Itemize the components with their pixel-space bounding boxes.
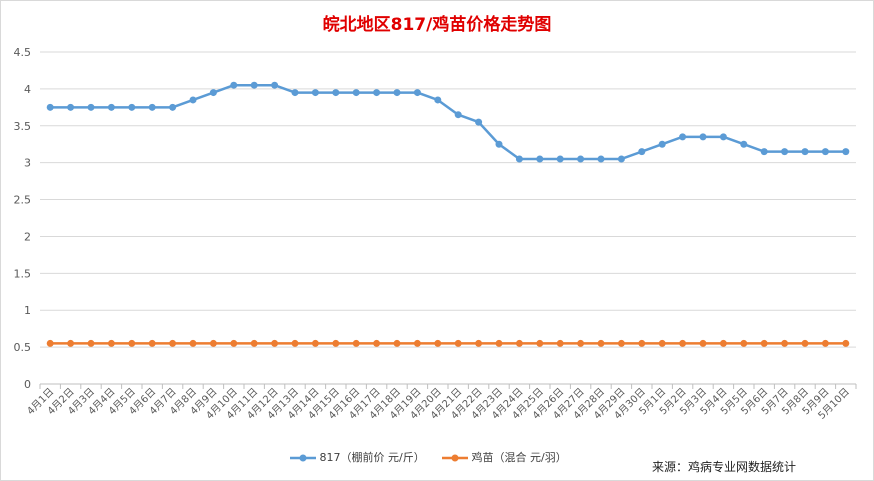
data-point bbox=[454, 339, 462, 347]
data-point bbox=[679, 339, 687, 347]
data-point bbox=[760, 148, 768, 156]
data-point bbox=[87, 103, 95, 111]
data-point bbox=[128, 339, 136, 347]
legend-item-chick: 鸡苗（混合 元/羽） bbox=[442, 449, 567, 465]
legend-label-817: 817（棚前价 元/斤） bbox=[319, 451, 425, 464]
data-point bbox=[801, 339, 809, 347]
data-point bbox=[515, 155, 523, 163]
data-point bbox=[475, 118, 483, 126]
data-point bbox=[230, 339, 238, 347]
data-point bbox=[189, 339, 197, 347]
source-note: 来源：鸡病专业网数据统计 bbox=[652, 460, 797, 474]
y-tick-label: 1.5 bbox=[14, 267, 32, 280]
data-point bbox=[352, 89, 360, 97]
data-point bbox=[699, 133, 707, 141]
y-tick-label: 2 bbox=[24, 230, 31, 243]
data-point bbox=[291, 339, 299, 347]
data-point bbox=[719, 133, 727, 141]
data-point bbox=[169, 339, 177, 347]
data-point bbox=[107, 339, 115, 347]
data-point bbox=[577, 339, 585, 347]
data-point bbox=[515, 339, 523, 347]
data-point bbox=[658, 140, 666, 148]
data-point bbox=[209, 89, 217, 97]
data-point bbox=[658, 339, 666, 347]
data-point bbox=[495, 339, 503, 347]
data-point bbox=[230, 81, 238, 89]
data-point bbox=[250, 81, 258, 89]
data-point bbox=[536, 155, 544, 163]
data-point bbox=[67, 339, 75, 347]
data-point bbox=[699, 339, 707, 347]
data-point bbox=[842, 339, 850, 347]
data-point bbox=[250, 339, 258, 347]
y-tick-label: 1 bbox=[24, 304, 31, 317]
legend-item-817: 817（棚前价 元/斤） bbox=[290, 449, 425, 465]
data-point bbox=[148, 103, 156, 111]
data-point bbox=[413, 339, 421, 347]
data-point bbox=[617, 339, 625, 347]
data-point bbox=[271, 81, 279, 89]
y-tick-label: 0.5 bbox=[14, 341, 32, 354]
data-point bbox=[781, 148, 789, 156]
data-point bbox=[495, 140, 503, 148]
data-point bbox=[842, 148, 850, 156]
data-point bbox=[475, 339, 483, 347]
data-point bbox=[740, 339, 748, 347]
data-point bbox=[128, 103, 136, 111]
y-tick-label: 4.5 bbox=[14, 46, 32, 59]
data-point bbox=[169, 103, 177, 111]
data-point bbox=[107, 103, 115, 111]
data-point bbox=[434, 339, 442, 347]
data-point bbox=[332, 339, 340, 347]
data-point bbox=[189, 96, 197, 104]
data-point bbox=[148, 339, 156, 347]
data-point bbox=[801, 148, 809, 156]
data-point bbox=[46, 339, 54, 347]
data-point bbox=[373, 89, 381, 97]
data-point bbox=[781, 339, 789, 347]
data-point bbox=[67, 103, 75, 111]
y-tick-label: 2.5 bbox=[14, 194, 32, 207]
data-point bbox=[393, 89, 401, 97]
data-point bbox=[638, 148, 646, 156]
data-point bbox=[87, 339, 95, 347]
y-tick-label: 0 bbox=[24, 378, 31, 391]
data-point bbox=[373, 339, 381, 347]
data-point bbox=[454, 111, 462, 119]
y-tick-label: 3.5 bbox=[14, 120, 32, 133]
data-point bbox=[291, 89, 299, 97]
data-point bbox=[311, 89, 319, 97]
data-point bbox=[719, 339, 727, 347]
y-tick-label: 3 bbox=[24, 157, 31, 170]
data-point bbox=[209, 339, 217, 347]
data-point bbox=[577, 155, 585, 163]
series-line-0 bbox=[50, 83, 846, 161]
data-point bbox=[679, 133, 687, 141]
data-point bbox=[597, 155, 605, 163]
data-point bbox=[352, 339, 360, 347]
data-point bbox=[536, 339, 544, 347]
data-point bbox=[332, 89, 340, 97]
data-point bbox=[638, 339, 646, 347]
data-point bbox=[740, 140, 748, 148]
data-point bbox=[556, 339, 564, 347]
data-point bbox=[311, 339, 319, 347]
data-point bbox=[760, 339, 768, 347]
data-point bbox=[271, 339, 279, 347]
data-point bbox=[617, 155, 625, 163]
legend-label-chick: 鸡苗（混合 元/羽） bbox=[471, 451, 567, 464]
data-point bbox=[556, 155, 564, 163]
y-tick-label: 4 bbox=[24, 83, 31, 96]
data-point bbox=[597, 339, 605, 347]
data-point bbox=[821, 339, 829, 347]
data-point bbox=[434, 96, 442, 104]
data-point bbox=[821, 148, 829, 156]
data-point bbox=[413, 89, 421, 97]
data-point bbox=[393, 339, 401, 347]
data-point bbox=[46, 103, 54, 111]
chart-title: 皖北地区817/鸡苗价格走势图 bbox=[322, 15, 552, 35]
